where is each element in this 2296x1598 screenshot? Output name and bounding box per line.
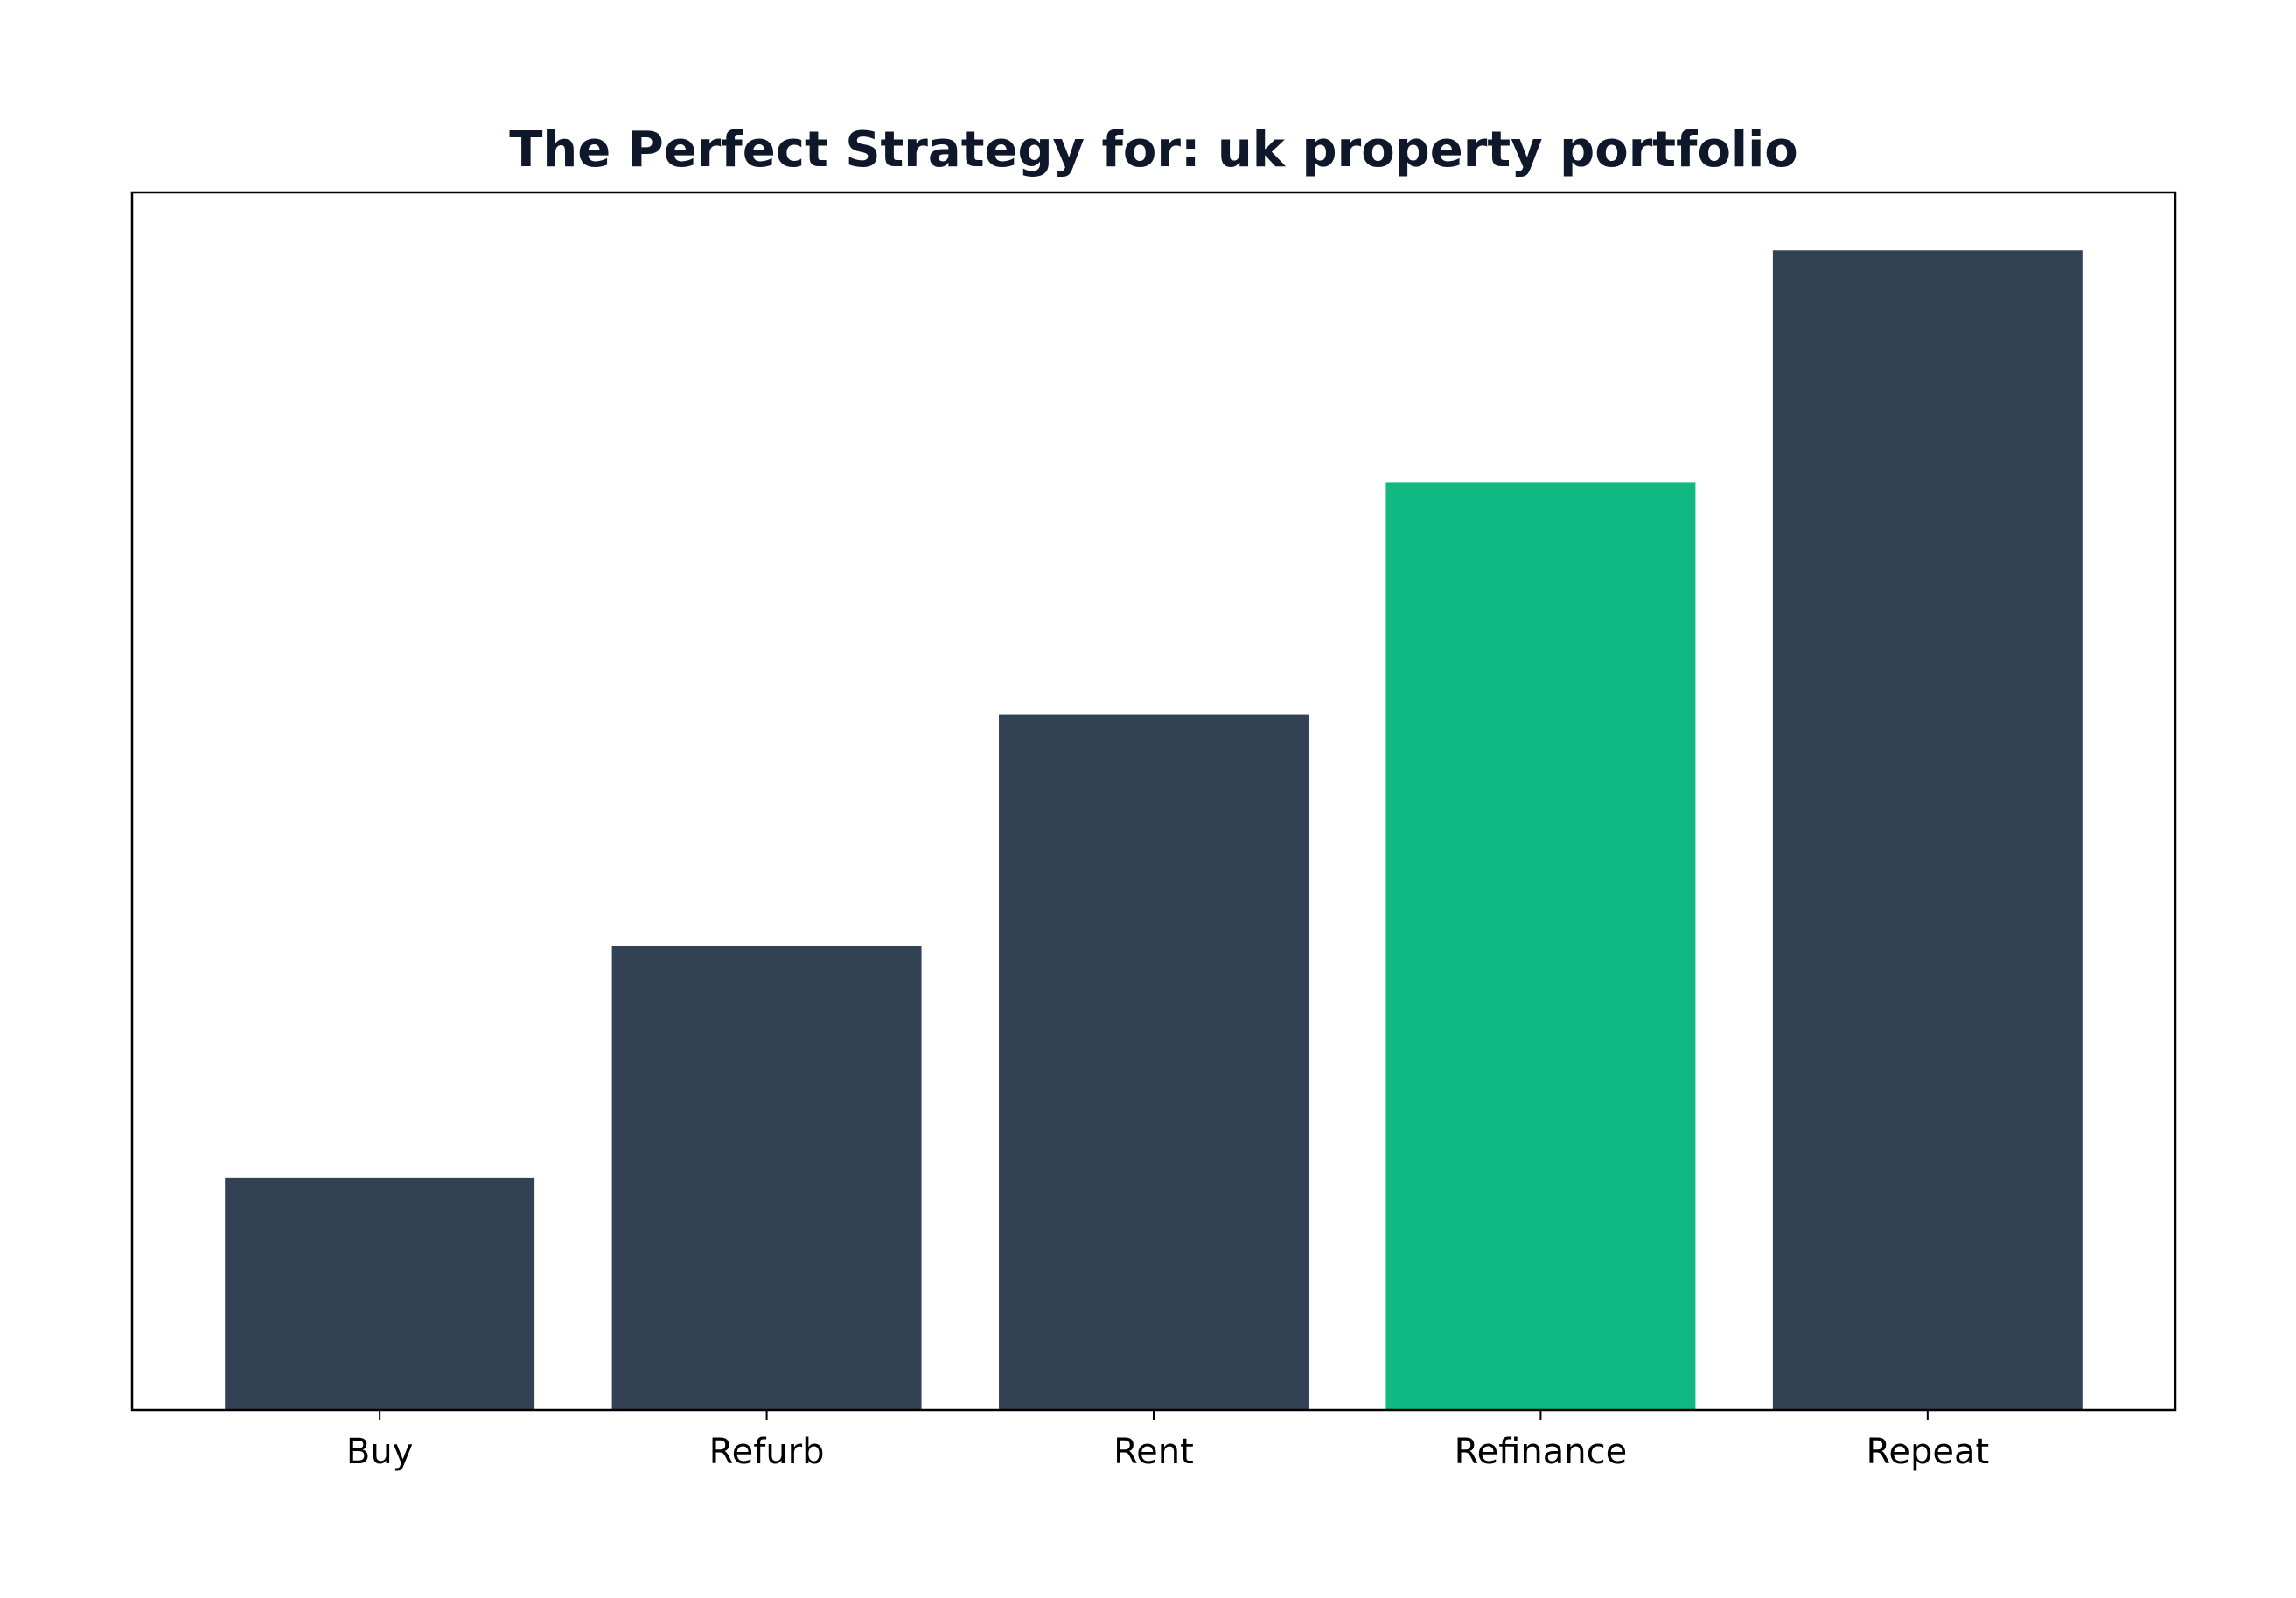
x-tick-label: Rent <box>1113 1432 1194 1472</box>
x-tick-label: Repeat <box>1866 1432 1989 1472</box>
bar <box>1385 482 1696 1410</box>
bar <box>611 946 922 1410</box>
x-tick-label: Refinance <box>1455 1432 1628 1472</box>
bar <box>1772 250 2083 1411</box>
bar <box>225 1177 535 1410</box>
x-tick-label: Refurb <box>709 1432 825 1472</box>
x-tick-label: Buy <box>346 1432 413 1472</box>
plot-frame <box>130 191 2177 1412</box>
bar <box>999 714 1309 1410</box>
chart-title: The Perfect Strategy for: uk property po… <box>509 122 1798 178</box>
